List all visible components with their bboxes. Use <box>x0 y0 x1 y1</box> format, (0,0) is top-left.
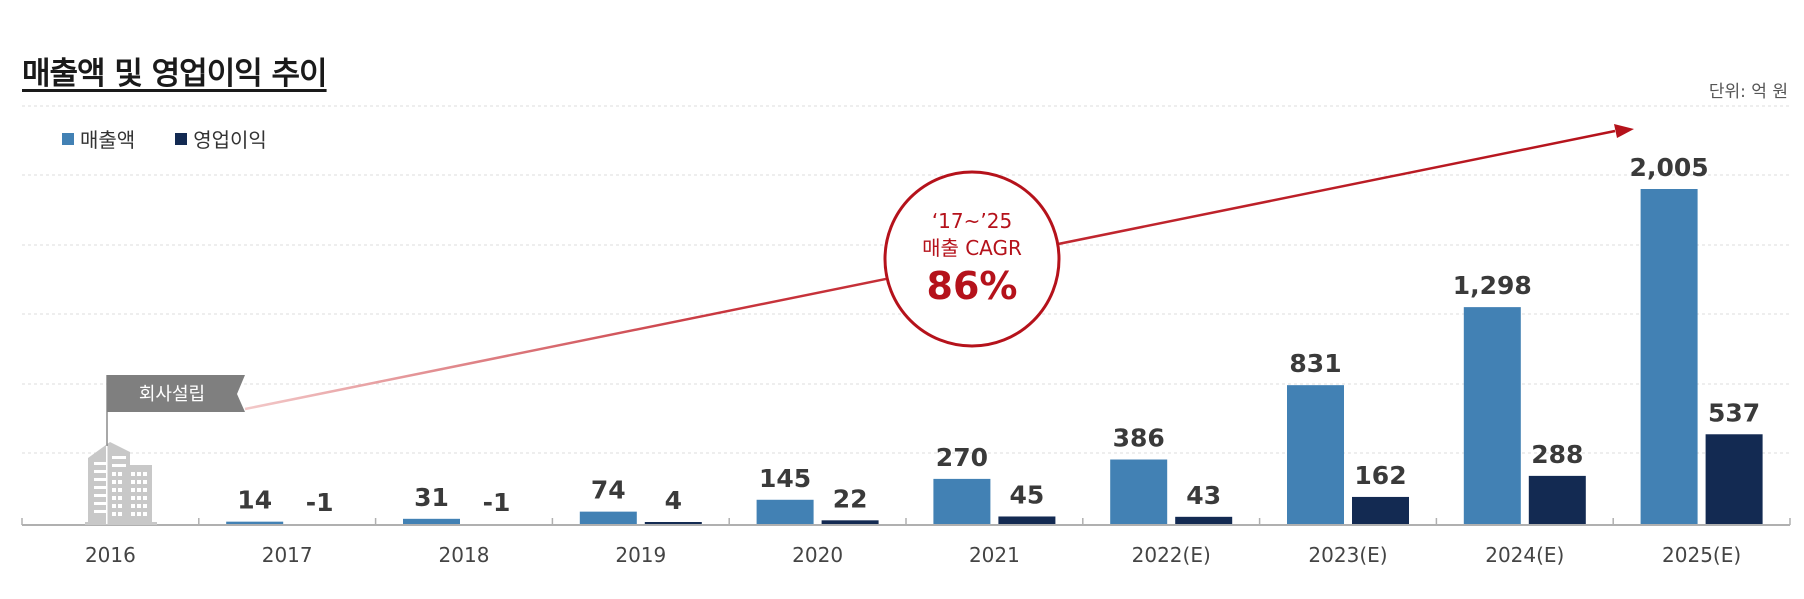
bar-revenue <box>579 511 637 524</box>
data-label-operating-profit: 22 <box>833 484 868 513</box>
cagr-value: 86% <box>927 264 1018 308</box>
building-icon <box>85 442 157 525</box>
data-label-operating-profit: 288 <box>1531 440 1583 469</box>
legend-item-operating-profit: 영업이익 <box>175 124 267 153</box>
data-label-revenue: 1,298 <box>1453 271 1532 300</box>
x-tick-label: 2021 <box>969 543 1020 567</box>
bar-revenue <box>226 521 284 524</box>
legend-label-operating-profit: 영업이익 <box>193 128 267 152</box>
legend: 매출액 영업이익 <box>62 124 267 153</box>
bar-operating-profit <box>821 520 879 524</box>
data-label-revenue: 831 <box>1289 349 1341 378</box>
x-tick-label: 2017 <box>262 543 313 567</box>
bar-operating-profit <box>1175 516 1233 524</box>
x-tick-label: 2018 <box>439 543 490 567</box>
flag-label: 회사설립 <box>139 384 205 405</box>
data-label-revenue: 270 <box>936 443 988 472</box>
x-tick-label: 2022(E) <box>1132 543 1211 567</box>
data-label-operating-profit: 162 <box>1354 461 1406 490</box>
legend-swatch-revenue <box>62 132 74 145</box>
data-label-revenue: 74 <box>591 476 626 505</box>
unit-label: 단위: 억 원 <box>1708 82 1788 102</box>
bar-revenue <box>1463 307 1521 524</box>
data-label-operating-profit: -1 <box>306 488 334 517</box>
bar-revenue <box>1287 385 1344 524</box>
bar-revenue <box>1110 459 1168 524</box>
legend-swatch-operating-profit <box>175 132 188 145</box>
x-axis <box>21 518 1791 526</box>
bar-operating-profit <box>998 516 1056 524</box>
cagr-period: ‘17~’25 <box>932 209 1012 233</box>
legend-label-revenue: 매출액 <box>80 128 136 152</box>
chart-title: 매출액 및 영업이익 추이 <box>22 56 328 92</box>
bar-revenue <box>756 499 814 524</box>
data-label-operating-profit: 43 <box>1186 481 1221 510</box>
x-tick-label: 2023(E) <box>1308 543 1387 567</box>
bar-revenue <box>1640 189 1698 524</box>
x-tick-label: 2025(E) <box>1662 543 1741 567</box>
data-label-revenue: 2,005 <box>1630 153 1709 182</box>
data-label-revenue: 145 <box>759 464 811 493</box>
bar-revenue <box>403 518 460 524</box>
legend-item-revenue: 매출액 <box>62 124 135 153</box>
flag-icon <box>106 375 245 446</box>
data-label-operating-profit: 45 <box>1010 480 1045 509</box>
x-tick-label: 2020 <box>792 543 843 567</box>
bars <box>226 189 1763 524</box>
x-tick-label: 2016 <box>85 543 136 567</box>
bar-operating-profit <box>1528 475 1586 524</box>
bar-operating-profit <box>1352 496 1409 524</box>
data-label-operating-profit: 4 <box>665 486 682 515</box>
data-label-revenue: 31 <box>414 483 449 512</box>
x-tick-labels: 2016 2017 2018 2019 2020 2021 2022(E) 2023(E) 20… <box>85 543 1741 567</box>
bar-operating-profit <box>644 522 702 524</box>
bar-revenue <box>933 478 991 524</box>
data-label-operating-profit: 537 <box>1708 398 1760 427</box>
data-label-revenue: 14 <box>237 486 272 515</box>
data-labels: 14 -1 31 -1 74 4 145 22 270 45 386 43 831 162 1,298 288… <box>237 153 1760 517</box>
x-tick-label: 2019 <box>615 543 666 567</box>
cagr-label: 매출 CAGR <box>922 236 1022 260</box>
cagr-badge: ‘17~’25 매출 CAGR 86% <box>883 170 1061 348</box>
x-tick-label: 2024(E) <box>1485 543 1564 567</box>
bar-operating-profit <box>1705 434 1763 524</box>
data-label-revenue: 386 <box>1113 424 1165 453</box>
data-label-operating-profit: -1 <box>483 488 511 517</box>
